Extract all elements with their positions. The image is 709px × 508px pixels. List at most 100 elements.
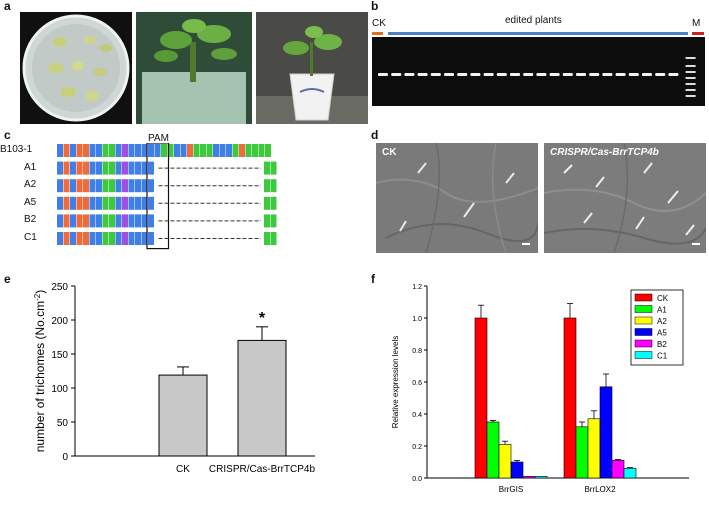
base-cell [76,196,83,210]
petri-dish-drawing [22,14,130,122]
base-cell [141,179,148,193]
base-cell [63,161,70,175]
f-bar [522,476,536,479]
marker-band [685,89,696,91]
base-cell [148,179,154,193]
gel-image [372,37,705,106]
base-cell [200,144,206,157]
base-cell [128,214,135,228]
sem-crispr-image: CRISPR/Cas-BrrTCP4b [544,143,706,253]
e-y-axis-label: number of trichomes (No.cm-2) [33,290,48,453]
base-cell [109,196,115,210]
base-cell [270,214,277,228]
gel-band [668,73,679,76]
base-cell [135,161,141,175]
base-cell [265,144,271,157]
gel-band [510,73,520,76]
base-cell [135,196,141,210]
base-cell [148,232,154,245]
gel-band [430,73,441,76]
base-cell [213,144,219,157]
sem-crispr-texture [544,143,706,253]
base-cell [270,161,277,175]
base-cell [70,196,76,210]
base-cell [128,179,135,193]
base-cell [206,144,213,157]
base-cell [122,144,128,157]
e-y-tick-label: 100 [51,384,68,395]
f-y-axis-label: Relative expression levels [391,336,400,429]
base-cell [83,161,89,175]
gel-band [655,73,666,76]
marker-lane-bar [692,32,704,35]
gel-band [404,73,415,76]
f-bar [510,461,524,479]
base-cell [96,196,102,210]
base-cell [128,232,135,245]
base-cell [245,144,252,157]
gel-band [549,73,560,76]
base-cell [89,144,96,157]
base-cell [128,196,135,210]
potted-plant-drawing [256,12,368,124]
base-cell [109,214,115,228]
base-cell [76,214,83,228]
base-cell [148,144,154,157]
f-legend-label: B2 [657,340,667,349]
base-cell [76,161,83,175]
f-legend-label: C1 [657,352,668,361]
base-cell [174,144,180,157]
gel-band [576,73,586,76]
base-cell [141,196,148,210]
f-y-tick-label: 0.0 [412,476,422,483]
base-cell [57,196,63,210]
gel-band [496,73,507,76]
gel-band [523,73,534,76]
base-cell [109,144,115,157]
gel-band [536,73,547,76]
base-cell [76,179,83,193]
base-cell [96,214,102,228]
base-cell [102,161,109,175]
gel-band [589,73,600,76]
e-category-label: CK [176,464,190,475]
f-bar [534,476,548,479]
base-cell [264,179,270,193]
sequence-row-label: A1 [24,161,37,173]
base-cell [193,144,200,157]
base-cell [128,144,135,157]
panel-c-label: c [4,128,11,142]
base-cell [239,144,245,157]
f-bar [575,426,589,479]
base-cell [63,232,70,245]
marker-band [685,83,696,85]
base-cell [89,196,96,210]
sequence-alignment [57,143,277,250]
base-cell [148,161,154,175]
f-bar [599,386,613,479]
gel-band [483,73,494,76]
base-cell [57,161,63,175]
base-cell [264,196,270,210]
base-cell [70,144,76,157]
sequence-row-label: B2 [24,214,37,226]
sem-ck-label: CK [382,147,397,158]
gel-band [417,73,428,76]
base-cell [135,144,141,157]
f-y-tick-label: 0.6 [412,380,422,387]
gel-band [444,73,454,76]
base-cell [252,144,258,157]
gel-band [628,73,639,76]
base-cell [232,144,239,157]
base-cell [219,144,226,157]
f-y-tick-label: 0.8 [412,348,422,355]
base-cell [96,232,102,245]
f-bar [498,444,512,479]
base-cell [109,161,115,175]
base-cell [141,232,148,245]
panel-a-label: a [4,0,11,13]
f-legend-swatch [634,351,653,359]
base-cell [102,232,109,245]
f-bar [474,317,488,479]
